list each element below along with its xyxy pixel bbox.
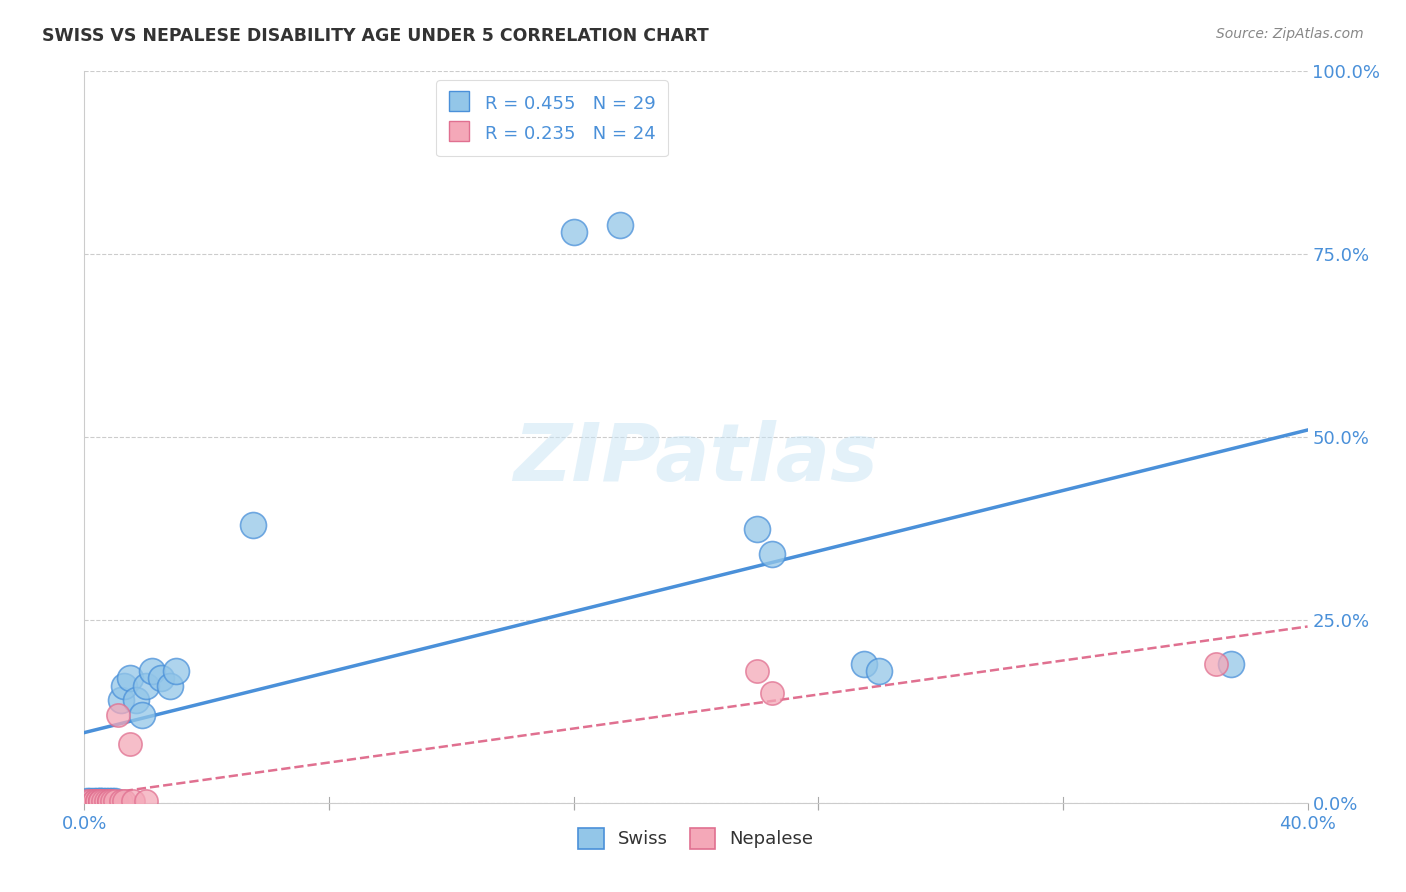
Point <box>107 708 129 723</box>
Point <box>159 679 181 693</box>
Point <box>89 794 111 808</box>
Point <box>79 794 101 808</box>
Point <box>89 794 111 808</box>
Point <box>86 794 108 808</box>
Point <box>76 794 98 808</box>
Point <box>97 794 120 808</box>
Point <box>120 737 142 751</box>
Point <box>86 794 108 808</box>
Point <box>165 664 187 678</box>
Point <box>91 794 114 808</box>
Point <box>89 794 111 808</box>
Point <box>120 672 142 686</box>
Point <box>242 517 264 532</box>
Point <box>101 794 124 808</box>
Point <box>122 794 145 808</box>
Point <box>141 664 163 678</box>
Point <box>94 794 117 808</box>
Text: SWISS VS NEPALESE DISABILITY AGE UNDER 5 CORRELATION CHART: SWISS VS NEPALESE DISABILITY AGE UNDER 5… <box>42 27 709 45</box>
Point <box>131 708 153 723</box>
Point <box>91 794 114 808</box>
Point <box>94 794 117 808</box>
Point <box>869 664 891 678</box>
Point <box>97 794 120 808</box>
Point <box>83 794 105 808</box>
Point <box>761 547 783 561</box>
Point <box>86 794 108 808</box>
Point <box>76 794 98 808</box>
Point <box>1205 657 1227 671</box>
Point <box>149 672 172 686</box>
Point <box>747 664 769 678</box>
Point <box>1220 657 1243 671</box>
Text: Source: ZipAtlas.com: Source: ZipAtlas.com <box>1216 27 1364 41</box>
Point <box>853 657 876 671</box>
Point <box>112 679 135 693</box>
Point <box>83 794 105 808</box>
Point <box>79 794 101 808</box>
Text: ZIPatlas: ZIPatlas <box>513 420 879 498</box>
Point <box>135 794 157 808</box>
Point <box>562 225 585 239</box>
Point <box>104 794 127 808</box>
Point <box>83 794 105 808</box>
Point <box>747 521 769 535</box>
Point <box>110 794 132 808</box>
Legend: Swiss, Nepalese: Swiss, Nepalese <box>571 821 821 856</box>
Point <box>89 794 111 808</box>
Point <box>609 218 631 232</box>
Point <box>112 794 135 808</box>
Point <box>97 794 120 808</box>
Point <box>761 686 783 700</box>
Point <box>110 693 132 707</box>
Point <box>104 794 127 808</box>
Point <box>89 794 111 808</box>
Point <box>125 693 148 707</box>
Point <box>101 794 124 808</box>
Point <box>135 679 157 693</box>
